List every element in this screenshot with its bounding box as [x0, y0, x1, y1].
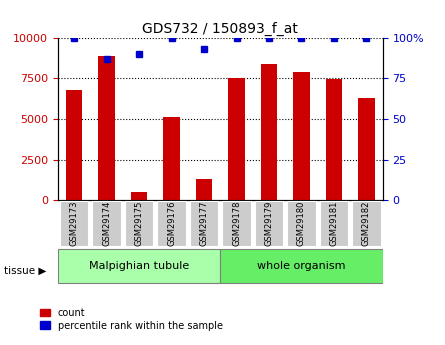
Title: GDS732 / 150893_f_at: GDS732 / 150893_f_at [142, 21, 298, 36]
Legend: count, percentile rank within the sample: count, percentile rank within the sample [40, 308, 223, 331]
Text: GSM29173: GSM29173 [69, 201, 79, 246]
Text: GSM29176: GSM29176 [167, 201, 176, 246]
Bar [358, 98, 375, 200]
Bar [190, 201, 218, 246]
Bar [163, 117, 180, 200]
Bar [196, 179, 212, 200]
Bar [228, 79, 245, 200]
Bar [60, 201, 89, 246]
Bar [222, 201, 251, 246]
Bar [293, 72, 310, 200]
Bar [261, 64, 277, 200]
Text: GSM29180: GSM29180 [297, 201, 306, 246]
Text: GSM29179: GSM29179 [264, 201, 274, 246]
Text: GSM29177: GSM29177 [199, 201, 209, 246]
Bar [66, 90, 82, 200]
Text: Malpighian tubule: Malpighian tubule [89, 261, 189, 270]
Text: GSM29182: GSM29182 [362, 201, 371, 246]
Text: GSM29175: GSM29175 [134, 201, 144, 246]
Text: whole organism: whole organism [257, 261, 346, 270]
Bar [58, 248, 220, 283]
Bar [326, 79, 342, 200]
Text: GSM29181: GSM29181 [329, 201, 339, 246]
Bar [157, 201, 186, 246]
Bar [131, 192, 147, 200]
Bar [255, 201, 283, 246]
Bar [125, 201, 154, 246]
Bar [220, 248, 383, 283]
Text: tissue ▶: tissue ▶ [4, 266, 47, 276]
Text: GSM29174: GSM29174 [102, 201, 111, 246]
Bar [98, 56, 115, 200]
Bar [287, 201, 316, 246]
Bar [352, 201, 381, 246]
Bar [92, 201, 121, 246]
Text: GSM29178: GSM29178 [232, 201, 241, 246]
Bar [320, 201, 348, 246]
